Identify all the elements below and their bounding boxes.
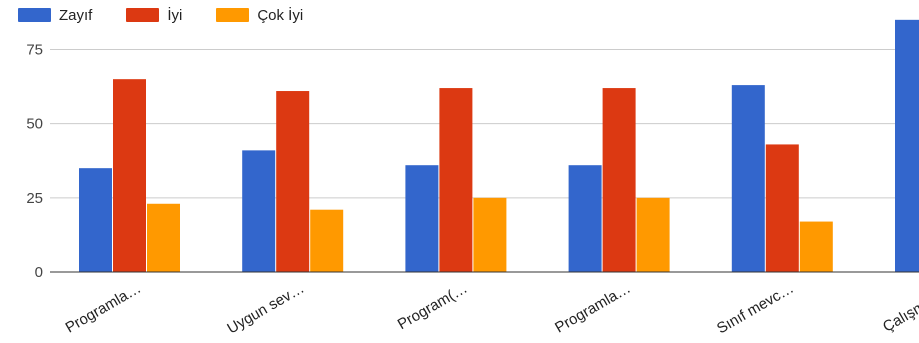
bar-2-series-1[interactable] [242,150,276,272]
bar-1-series-2[interactable] [113,79,146,273]
legend-label-cok-iyi: Çok İyi [257,6,304,24]
bar-3-series-3[interactable] [473,197,507,272]
legend-item-cok-iyi[interactable]: Çok İyi [216,7,303,24]
y-tick-label-0: 0 [35,264,43,281]
y-tick-label-75: 75 [26,42,43,59]
bar-5-series-3[interactable] [799,221,833,272]
x-tick-label-2: Uygun sev… [224,280,307,338]
bar-5-series-1[interactable] [731,85,765,272]
y-tick-label-25: 25 [26,190,43,207]
bar-5-series-2[interactable] [765,144,799,272]
legend-swatch-cok-iyi [216,8,250,22]
legend-label-iyi: İyi [167,6,183,24]
x-tick-label-3: Program(… [395,280,471,333]
x-axis-tick-labels: Programla… Uygun sev… Program(… Programla… S… [63,280,919,338]
bar-1-series-1[interactable] [79,168,112,272]
x-tick-label-6: Çalışma a… [880,280,919,336]
bar-2-series-3[interactable] [310,209,344,272]
x-tick-label-5: Sınıf mevc… [714,280,797,338]
legend-label-zayif: Zayıf [59,6,93,24]
y-axis-tick-labels: 0 25 50 75 [26,42,43,282]
bar-2-series-2[interactable] [276,91,310,273]
legend-item-zayif[interactable]: Zayıf [18,7,92,24]
x-tick-label-1: Programla… [63,280,144,337]
y-tick-label-50: 50 [26,116,43,133]
bars [79,19,919,273]
bar-4-series-2[interactable] [602,88,636,272]
x-tick-label-4: Programla… [552,280,633,337]
bar-4-series-1[interactable] [568,165,602,272]
legend-swatch-iyi [126,8,160,22]
bar-3-series-2[interactable] [439,88,473,272]
bar-6-series-1[interactable] [895,19,919,273]
bar-1-series-3[interactable] [147,203,180,272]
legend-item-iyi[interactable]: İyi [126,7,182,24]
bar-4-series-3[interactable] [636,197,670,272]
bar-3-series-1[interactable] [405,165,439,272]
chart-legend: Zayıf İyi Çok İyi [0,0,305,30]
legend-swatch-zayif [18,8,51,22]
